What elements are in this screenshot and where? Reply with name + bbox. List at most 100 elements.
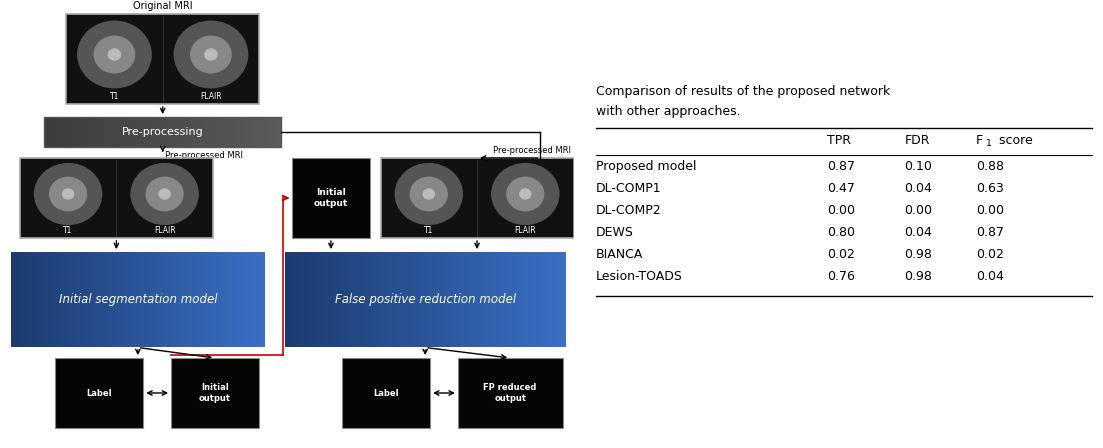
FancyBboxPatch shape [333,252,334,347]
FancyBboxPatch shape [453,252,454,347]
FancyBboxPatch shape [409,252,410,347]
FancyBboxPatch shape [208,117,210,147]
FancyBboxPatch shape [515,252,516,347]
FancyBboxPatch shape [201,252,202,347]
FancyBboxPatch shape [356,252,357,347]
FancyBboxPatch shape [157,252,158,347]
FancyBboxPatch shape [86,117,87,147]
FancyBboxPatch shape [109,117,110,147]
FancyBboxPatch shape [404,252,405,347]
FancyBboxPatch shape [414,252,415,347]
FancyBboxPatch shape [140,252,141,347]
FancyBboxPatch shape [154,117,156,147]
FancyBboxPatch shape [460,252,461,347]
FancyBboxPatch shape [248,252,249,347]
FancyBboxPatch shape [144,117,146,147]
FancyBboxPatch shape [125,252,126,347]
FancyBboxPatch shape [185,117,186,147]
FancyBboxPatch shape [60,117,61,147]
FancyBboxPatch shape [254,117,255,147]
FancyBboxPatch shape [172,252,173,347]
Circle shape [34,164,101,224]
FancyBboxPatch shape [543,252,544,347]
FancyBboxPatch shape [133,252,135,347]
FancyBboxPatch shape [488,252,489,347]
Text: FP reduced
output: FP reduced output [483,383,537,403]
FancyBboxPatch shape [447,252,448,347]
FancyBboxPatch shape [130,117,131,147]
FancyBboxPatch shape [196,117,197,147]
FancyBboxPatch shape [190,117,191,147]
FancyBboxPatch shape [246,117,247,147]
FancyBboxPatch shape [85,252,86,347]
FancyBboxPatch shape [126,117,127,147]
Text: FLAIR: FLAIR [200,92,222,101]
FancyBboxPatch shape [311,252,312,347]
FancyBboxPatch shape [238,252,239,347]
FancyBboxPatch shape [442,252,443,347]
FancyBboxPatch shape [420,252,421,347]
FancyBboxPatch shape [130,252,131,347]
FancyBboxPatch shape [245,117,246,147]
FancyBboxPatch shape [63,252,64,347]
Text: Proposed model: Proposed model [596,160,696,173]
FancyBboxPatch shape [334,252,335,347]
FancyBboxPatch shape [346,252,347,347]
FancyBboxPatch shape [289,252,290,347]
FancyBboxPatch shape [424,252,425,347]
FancyBboxPatch shape [341,252,342,347]
FancyBboxPatch shape [392,252,393,347]
FancyBboxPatch shape [310,252,311,347]
Text: 0.04: 0.04 [904,182,932,195]
FancyBboxPatch shape [532,252,533,347]
FancyBboxPatch shape [120,117,121,147]
Circle shape [108,49,120,60]
Circle shape [395,164,462,224]
FancyBboxPatch shape [47,117,49,147]
FancyBboxPatch shape [227,252,228,347]
FancyBboxPatch shape [400,252,401,347]
FancyBboxPatch shape [516,252,517,347]
FancyBboxPatch shape [371,252,372,347]
Text: Pre-processed MRI: Pre-processed MRI [165,151,243,160]
FancyBboxPatch shape [259,117,260,147]
FancyBboxPatch shape [104,252,105,347]
FancyBboxPatch shape [417,252,418,347]
FancyBboxPatch shape [253,252,254,347]
FancyBboxPatch shape [33,252,34,347]
FancyBboxPatch shape [156,252,157,347]
FancyBboxPatch shape [85,117,86,147]
Text: 0.02: 0.02 [827,248,855,261]
FancyBboxPatch shape [118,117,119,147]
FancyBboxPatch shape [108,252,109,347]
FancyBboxPatch shape [206,252,207,347]
FancyBboxPatch shape [321,252,322,347]
FancyBboxPatch shape [107,252,108,347]
FancyBboxPatch shape [248,117,249,147]
FancyBboxPatch shape [55,358,143,428]
FancyBboxPatch shape [379,252,381,347]
FancyBboxPatch shape [245,252,246,347]
FancyBboxPatch shape [361,252,362,347]
FancyBboxPatch shape [93,117,94,147]
FancyBboxPatch shape [560,252,561,347]
FancyBboxPatch shape [154,252,156,347]
FancyBboxPatch shape [288,252,289,347]
FancyBboxPatch shape [229,117,231,147]
FancyBboxPatch shape [164,117,165,147]
FancyBboxPatch shape [254,252,255,347]
FancyBboxPatch shape [45,117,46,147]
FancyBboxPatch shape [279,117,280,147]
FancyBboxPatch shape [418,252,419,347]
FancyBboxPatch shape [432,252,433,347]
FancyBboxPatch shape [61,252,62,347]
FancyBboxPatch shape [238,117,239,147]
Text: 0.98: 0.98 [904,270,932,283]
FancyBboxPatch shape [169,252,170,347]
FancyBboxPatch shape [89,117,90,147]
FancyBboxPatch shape [302,252,303,347]
FancyBboxPatch shape [362,252,363,347]
FancyBboxPatch shape [482,252,483,347]
FancyBboxPatch shape [555,252,556,347]
FancyBboxPatch shape [184,252,185,347]
